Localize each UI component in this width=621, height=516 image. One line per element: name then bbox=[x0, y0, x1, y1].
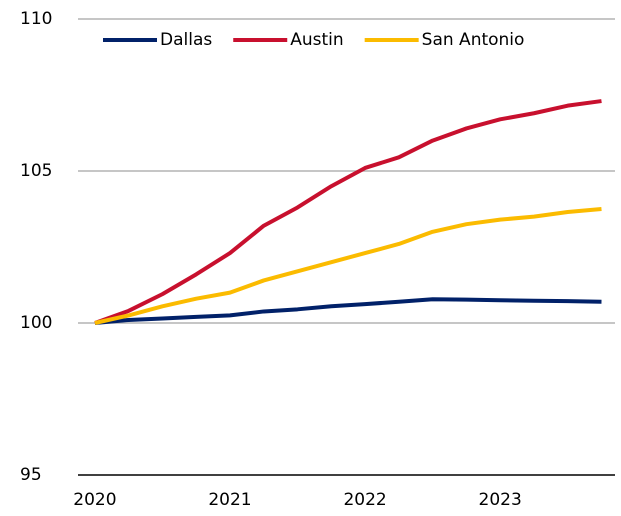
y-tick-label: 105 bbox=[20, 161, 52, 181]
x-tick-label: 2023 bbox=[479, 490, 522, 510]
line-series bbox=[94, 99, 602, 325]
y-tick-label: 95 bbox=[20, 465, 42, 485]
x-tick-label: 2021 bbox=[208, 490, 251, 510]
line-series bbox=[94, 207, 602, 325]
legend-label: San Antonio bbox=[422, 30, 525, 50]
y-tick-label: 100 bbox=[20, 313, 52, 333]
legend-label: Dallas bbox=[160, 30, 212, 50]
x-tick-label: 2022 bbox=[343, 490, 386, 510]
line-series bbox=[94, 297, 602, 325]
x-tick-label: 2020 bbox=[73, 490, 116, 510]
y-tick-label: 110 bbox=[20, 9, 52, 29]
legend-label: Austin bbox=[290, 30, 343, 50]
